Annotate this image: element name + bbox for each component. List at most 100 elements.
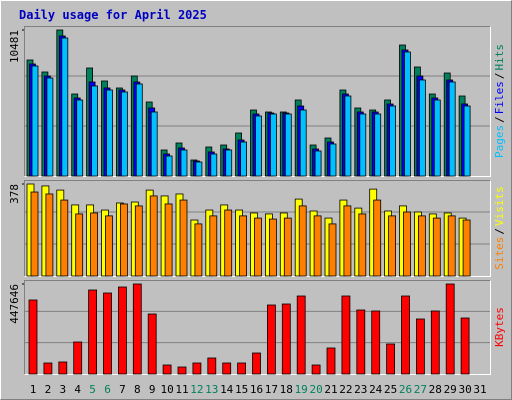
bar <box>296 295 306 375</box>
bar <box>43 362 53 375</box>
bar <box>268 218 277 277</box>
x-tick-label: 30 <box>458 383 471 396</box>
y-tick-label: 378 <box>8 184 21 204</box>
bar <box>254 217 262 277</box>
bar <box>388 215 397 277</box>
bar <box>341 295 351 375</box>
bar <box>237 362 247 375</box>
legend: Sites / Visits <box>493 186 506 270</box>
x-tick-label: 29 <box>444 383 457 396</box>
bar <box>28 299 38 375</box>
bar <box>103 292 112 375</box>
x-tick-label: 16 <box>250 383 263 396</box>
bar <box>284 113 292 177</box>
bar <box>462 219 471 277</box>
bar <box>91 85 98 177</box>
bar <box>359 113 367 177</box>
bar <box>283 217 292 277</box>
bar <box>165 155 173 177</box>
bar <box>195 161 203 177</box>
bar <box>403 211 411 277</box>
bar <box>447 215 456 277</box>
x-tick-label: 1 <box>30 383 37 396</box>
bar <box>463 105 471 177</box>
x-tick-label: 8 <box>134 383 141 396</box>
x-tick-label: 11 <box>175 383 188 396</box>
x-tick-label: 13 <box>205 383 218 396</box>
x-tick-label: 15 <box>235 383 248 396</box>
bar <box>76 99 84 177</box>
y-tick-label: 447646 <box>8 284 21 324</box>
bar <box>311 364 321 375</box>
bar <box>401 295 410 375</box>
x-tick-label: 3 <box>59 383 66 396</box>
plot-border-light <box>24 280 491 375</box>
bar <box>313 215 322 277</box>
legend-entry: Pages <box>493 125 506 158</box>
x-tick-label: 6 <box>104 383 111 396</box>
bar <box>432 217 441 277</box>
x-tick-label: 5 <box>89 383 96 396</box>
x-tick-label: 23 <box>354 383 367 396</box>
bar <box>448 81 456 177</box>
bar <box>210 153 218 177</box>
bar <box>75 213 84 277</box>
x-tick-label: 25 <box>384 383 397 396</box>
bar <box>239 215 248 277</box>
bar <box>207 357 217 375</box>
bar <box>386 343 396 375</box>
bar <box>179 199 188 277</box>
x-tick-label: 21 <box>324 383 337 396</box>
bar <box>164 203 173 277</box>
bar <box>404 51 411 177</box>
plot-border-light <box>24 26 491 177</box>
chart-title: Daily usage for April 2025 <box>19 8 207 22</box>
bar <box>326 347 336 375</box>
bar <box>281 303 291 375</box>
x-tick-label: 4 <box>74 383 81 396</box>
bar <box>194 223 203 277</box>
bar <box>73 341 83 375</box>
x-tick-label: 31 <box>473 383 486 396</box>
bar <box>460 317 470 375</box>
bar <box>90 212 98 277</box>
bar <box>58 361 68 375</box>
bar <box>224 209 233 277</box>
legend-entry: Sites <box>493 237 506 270</box>
x-tick-label: 26 <box>399 383 412 396</box>
legend-separator: / <box>493 228 506 235</box>
bar <box>61 37 69 177</box>
bar <box>162 364 172 375</box>
bar <box>106 89 113 177</box>
bar <box>374 113 382 177</box>
x-tick-label: 7 <box>119 383 126 396</box>
bar <box>329 143 337 177</box>
bar <box>150 111 158 177</box>
bar <box>31 65 39 177</box>
bar <box>314 150 322 177</box>
x-tick-label: 2 <box>45 383 52 396</box>
bar <box>132 283 142 375</box>
bar <box>88 289 97 375</box>
plot-border-dark <box>24 26 491 177</box>
bar <box>356 309 366 375</box>
bar <box>371 310 381 375</box>
x-tick-label: 18 <box>280 383 293 396</box>
bar <box>417 215 426 277</box>
bar <box>121 91 128 177</box>
plot-border-light <box>24 180 491 277</box>
x-tick-label: 12 <box>190 383 203 396</box>
bar <box>118 286 127 375</box>
bar <box>180 149 188 177</box>
bar <box>255 115 262 177</box>
bar <box>252 352 261 375</box>
legend-entry: Files <box>493 81 506 114</box>
bar <box>415 318 425 375</box>
bar <box>149 195 158 277</box>
x-tick-label: 20 <box>309 383 322 396</box>
x-tick-label: 9 <box>149 383 156 396</box>
bar <box>430 310 440 375</box>
legend-entry: KBytes <box>493 307 506 347</box>
bar <box>389 105 397 177</box>
x-tick-label: 24 <box>369 383 383 396</box>
